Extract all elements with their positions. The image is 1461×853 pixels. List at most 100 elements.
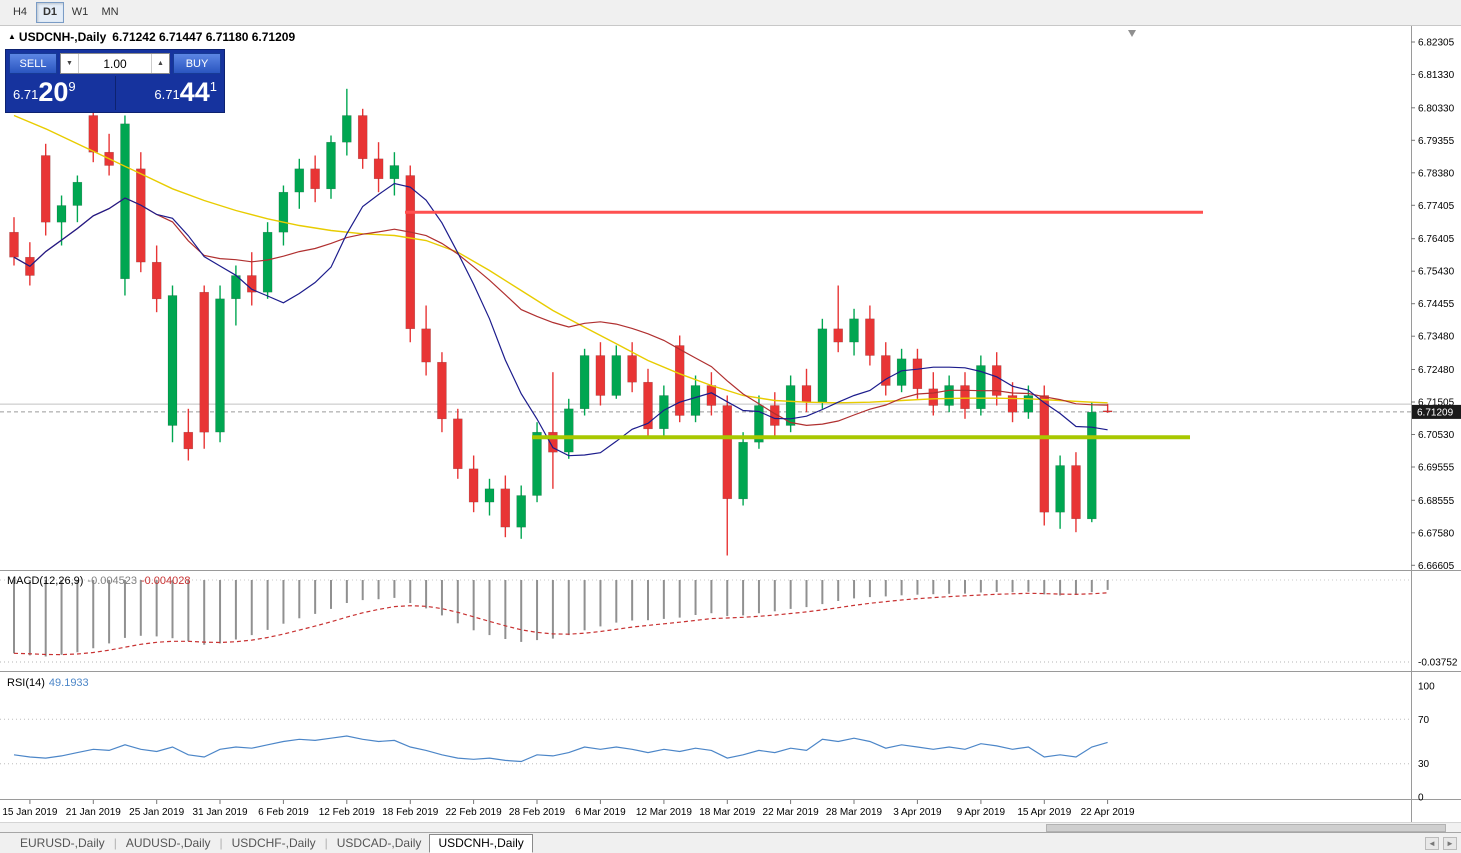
svg-text:12 Feb 2019: 12 Feb 2019 bbox=[319, 807, 376, 818]
buy-price-big: 44 bbox=[179, 77, 210, 107]
buy-price-quote[interactable]: 6.71 44 1 bbox=[114, 76, 223, 110]
svg-text:3 Apr 2019: 3 Apr 2019 bbox=[893, 807, 942, 818]
svg-text:15 Apr 2019: 15 Apr 2019 bbox=[1017, 807, 1071, 818]
rsi-line bbox=[13, 735, 1108, 763]
sell-price-big: 20 bbox=[38, 77, 69, 107]
horizontal-scrollbar-thumb[interactable] bbox=[1046, 824, 1446, 832]
svg-text:12 Mar 2019: 12 Mar 2019 bbox=[636, 807, 693, 818]
volume-increase-icon[interactable]: ▲ bbox=[151, 54, 169, 73]
candles-layer bbox=[9, 88, 1113, 556]
period-button-d1[interactable]: D1 bbox=[36, 2, 64, 23]
price-axis[interactable]: 6.82305 6.81330 6.80330 6.79355 6.78380 6.774… bbox=[1411, 38, 1455, 572]
tab-separator: | bbox=[113, 836, 117, 850]
svg-text:9 Apr 2019: 9 Apr 2019 bbox=[957, 807, 1006, 818]
symbol-period-label: USDCNH-,Daily bbox=[18, 30, 107, 44]
sell-price-sup: 9 bbox=[68, 79, 76, 94]
tabs-scroll-right-button[interactable]: ► bbox=[1443, 837, 1457, 850]
date-axis[interactable]: 15 Jan 2019 21 Jan 2019 25 Jan 2019 31 Jan … bbox=[2, 800, 1135, 818]
svg-text:6.76405: 6.76405 bbox=[1418, 234, 1455, 245]
chart-title: ▲ USDCNH-,Daily 6.71242 6.71447 6.71180 6.… bbox=[8, 30, 295, 44]
svg-text:0: 0 bbox=[1418, 793, 1424, 804]
tab-separator: | bbox=[219, 836, 223, 850]
svg-text:6.72480: 6.72480 bbox=[1418, 365, 1455, 376]
svg-text:28 Mar 2019: 28 Mar 2019 bbox=[826, 807, 883, 818]
buy-button[interactable]: BUY bbox=[173, 53, 221, 74]
svg-text:6.66605: 6.66605 bbox=[1418, 561, 1455, 572]
svg-text:6.71209: 6.71209 bbox=[1417, 407, 1454, 418]
svg-text:6.73480: 6.73480 bbox=[1418, 332, 1455, 343]
tabs-scroll-left-button[interactable]: ◄ bbox=[1425, 837, 1439, 850]
ohlc-values: 6.71242 6.71447 6.71180 6.71209 bbox=[112, 30, 296, 44]
svg-text:6.82305: 6.82305 bbox=[1418, 38, 1455, 49]
volume-input[interactable]: 1.00 bbox=[103, 56, 127, 71]
rsi-value: 49.1933 bbox=[48, 677, 89, 689]
tab-scroll-arrows: ◄ ► bbox=[1425, 837, 1457, 850]
svg-text:6.75430: 6.75430 bbox=[1418, 267, 1455, 278]
tab-separator: | bbox=[324, 836, 328, 850]
period-button-w1[interactable]: W1 bbox=[71, 6, 89, 18]
chart-marker-icon: ▲ bbox=[8, 32, 16, 41]
macd-name: MACD(12,26,9) bbox=[7, 575, 84, 587]
svg-text:6 Feb 2019: 6 Feb 2019 bbox=[258, 807, 309, 818]
rsi-indicator-label: RSI(14) 49.1933 bbox=[7, 677, 93, 689]
macd-main-value: -0.004523 bbox=[87, 575, 137, 587]
rsi-panel: 100 70 30 0 bbox=[0, 682, 1435, 804]
rsi-name: RSI(14) bbox=[7, 677, 45, 689]
macd-panel: -0.03752 bbox=[0, 579, 1458, 669]
period-button-mn[interactable]: MN bbox=[101, 6, 119, 18]
volume-spinner: ▼ 1.00 ▲ bbox=[60, 53, 170, 74]
ma-fast-line bbox=[13, 182, 1108, 457]
buy-price-sup: 1 bbox=[209, 79, 217, 94]
sell-price-quote[interactable]: 6.71 20 9 bbox=[8, 76, 115, 110]
svg-text:6.81330: 6.81330 bbox=[1418, 70, 1455, 81]
macd-signal-value: -0.004028 bbox=[140, 575, 191, 587]
buy-price-base: 6.71 bbox=[154, 87, 180, 102]
current-price-tag: 6.71209 bbox=[1412, 404, 1461, 419]
tab-usdcaddaily[interactable]: USDCAD-,Daily bbox=[336, 835, 422, 850]
svg-text:22 Apr 2019: 22 Apr 2019 bbox=[1081, 807, 1135, 818]
svg-text:6.68555: 6.68555 bbox=[1418, 496, 1455, 507]
tab-audusddaily[interactable]: AUDUSD-,Daily bbox=[125, 835, 211, 850]
svg-text:22 Feb 2019: 22 Feb 2019 bbox=[446, 807, 503, 818]
timeframe-toolbar: H4 D1 W1 MN bbox=[0, 0, 1461, 26]
svg-text:18 Mar 2019: 18 Mar 2019 bbox=[699, 807, 756, 818]
one-click-trading-panel: SELL ▼ 1.00 ▲ BUY 6.71 20 9 6.71 44 1 bbox=[5, 49, 225, 113]
tab-usdcnhdaily[interactable]: USDCNH-,Daily bbox=[429, 833, 533, 853]
svg-text:6.79355: 6.79355 bbox=[1418, 136, 1455, 147]
period-button-h4[interactable]: H4 bbox=[12, 6, 28, 18]
chart-shift-marker-icon bbox=[1128, 30, 1136, 37]
svg-text:15 Jan 2019: 15 Jan 2019 bbox=[2, 807, 57, 818]
svg-text:6 Mar 2019: 6 Mar 2019 bbox=[575, 807, 626, 818]
svg-text:6.74455: 6.74455 bbox=[1418, 299, 1455, 310]
svg-text:6.80330: 6.80330 bbox=[1418, 103, 1455, 114]
svg-text:31 Jan 2019: 31 Jan 2019 bbox=[192, 807, 247, 818]
svg-text:6.78380: 6.78380 bbox=[1418, 168, 1455, 179]
svg-text:6.69555: 6.69555 bbox=[1418, 463, 1455, 474]
panel-separators bbox=[0, 26, 1461, 822]
tab-eurusddaily[interactable]: EURUSD-,Daily bbox=[20, 835, 105, 850]
ma-mid-line bbox=[13, 197, 1108, 427]
period-buttons: H4 D1 W1 MN bbox=[6, 2, 124, 23]
svg-text:28 Feb 2019: 28 Feb 2019 bbox=[509, 807, 566, 818]
svg-text:6.70530: 6.70530 bbox=[1418, 430, 1455, 441]
svg-text:70: 70 bbox=[1418, 715, 1430, 726]
svg-text:6.77405: 6.77405 bbox=[1418, 201, 1455, 212]
svg-text:6.71505: 6.71505 bbox=[1418, 398, 1455, 409]
svg-text:18 Feb 2019: 18 Feb 2019 bbox=[382, 807, 439, 818]
svg-text:25 Jan 2019: 25 Jan 2019 bbox=[129, 807, 184, 818]
macd-signal-line bbox=[13, 592, 1108, 656]
ma-slow-line bbox=[13, 114, 1108, 404]
svg-text:-0.03752: -0.03752 bbox=[1418, 658, 1458, 669]
chart-tab-bar: EURUSD-,Daily | AUDUSD-,Daily | USDCHF-,Dail… bbox=[0, 832, 1461, 853]
svg-text:22 Mar 2019: 22 Mar 2019 bbox=[763, 807, 820, 818]
volume-decrease-icon[interactable]: ▼ bbox=[61, 54, 79, 73]
tab-usdchfdaily[interactable]: USDCHF-,Daily bbox=[231, 835, 316, 850]
sell-button[interactable]: SELL bbox=[9, 53, 57, 74]
sell-price-base: 6.71 bbox=[13, 87, 39, 102]
svg-text:30: 30 bbox=[1418, 759, 1430, 770]
horizontal-scrollbar[interactable] bbox=[0, 822, 1461, 833]
svg-text:100: 100 bbox=[1418, 682, 1435, 693]
svg-text:6.67580: 6.67580 bbox=[1418, 528, 1455, 539]
svg-text:21 Jan 2019: 21 Jan 2019 bbox=[66, 807, 121, 818]
